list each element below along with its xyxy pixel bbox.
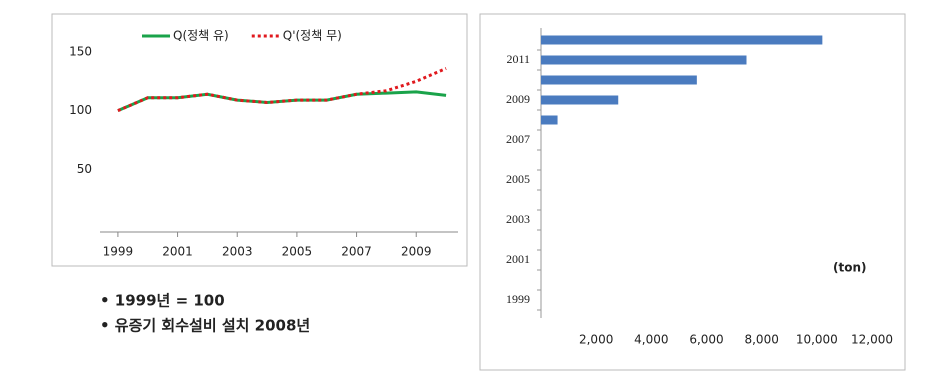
legend-label: Q'(정책 무)	[283, 28, 342, 43]
x-tick-label: 6,000	[689, 333, 723, 347]
note: • 1999년 = 100	[100, 292, 225, 310]
y-tick-label: 1999	[506, 292, 530, 306]
x-tick-label: 2003	[222, 245, 253, 259]
y-tick-label: 2003	[506, 212, 530, 226]
bar	[541, 75, 697, 85]
note: • 유증기 회수설비 설치 2008년	[100, 317, 310, 335]
y-tick-label: 2009	[506, 92, 530, 106]
x-tick-label: 10,000	[796, 333, 838, 347]
x-tick-label: 2009	[401, 245, 432, 259]
y-tick-label: 150	[69, 45, 92, 59]
series-line	[117, 67, 447, 113]
legend-label: Q(정책 유)	[173, 28, 229, 43]
right-panel	[479, 13, 906, 371]
x-tick-label: 12,000	[851, 333, 893, 347]
bar	[541, 95, 619, 105]
series-line	[117, 90, 447, 113]
y-tick-label: 2005	[506, 172, 530, 186]
y-tick-label: 2011	[506, 52, 530, 66]
x-tick-label: 2001	[162, 245, 193, 259]
y-tick-label: 2007	[506, 132, 530, 146]
bar	[541, 115, 558, 125]
annotation: (ton)	[833, 261, 867, 275]
y-tick-label: 2001	[506, 252, 530, 266]
x-tick-label: 1999	[103, 245, 134, 259]
y-tick-label: 100	[69, 103, 92, 117]
x-tick-label: 2007	[341, 245, 372, 259]
x-tick-label: 4,000	[634, 333, 668, 347]
bar	[541, 35, 823, 45]
left-panel	[51, 13, 468, 267]
x-tick-label: 2005	[282, 245, 313, 259]
x-tick-label: 8,000	[744, 333, 778, 347]
y-tick-label: 50	[77, 162, 92, 176]
x-tick-label: 2,000	[579, 333, 613, 347]
bar	[541, 55, 747, 65]
